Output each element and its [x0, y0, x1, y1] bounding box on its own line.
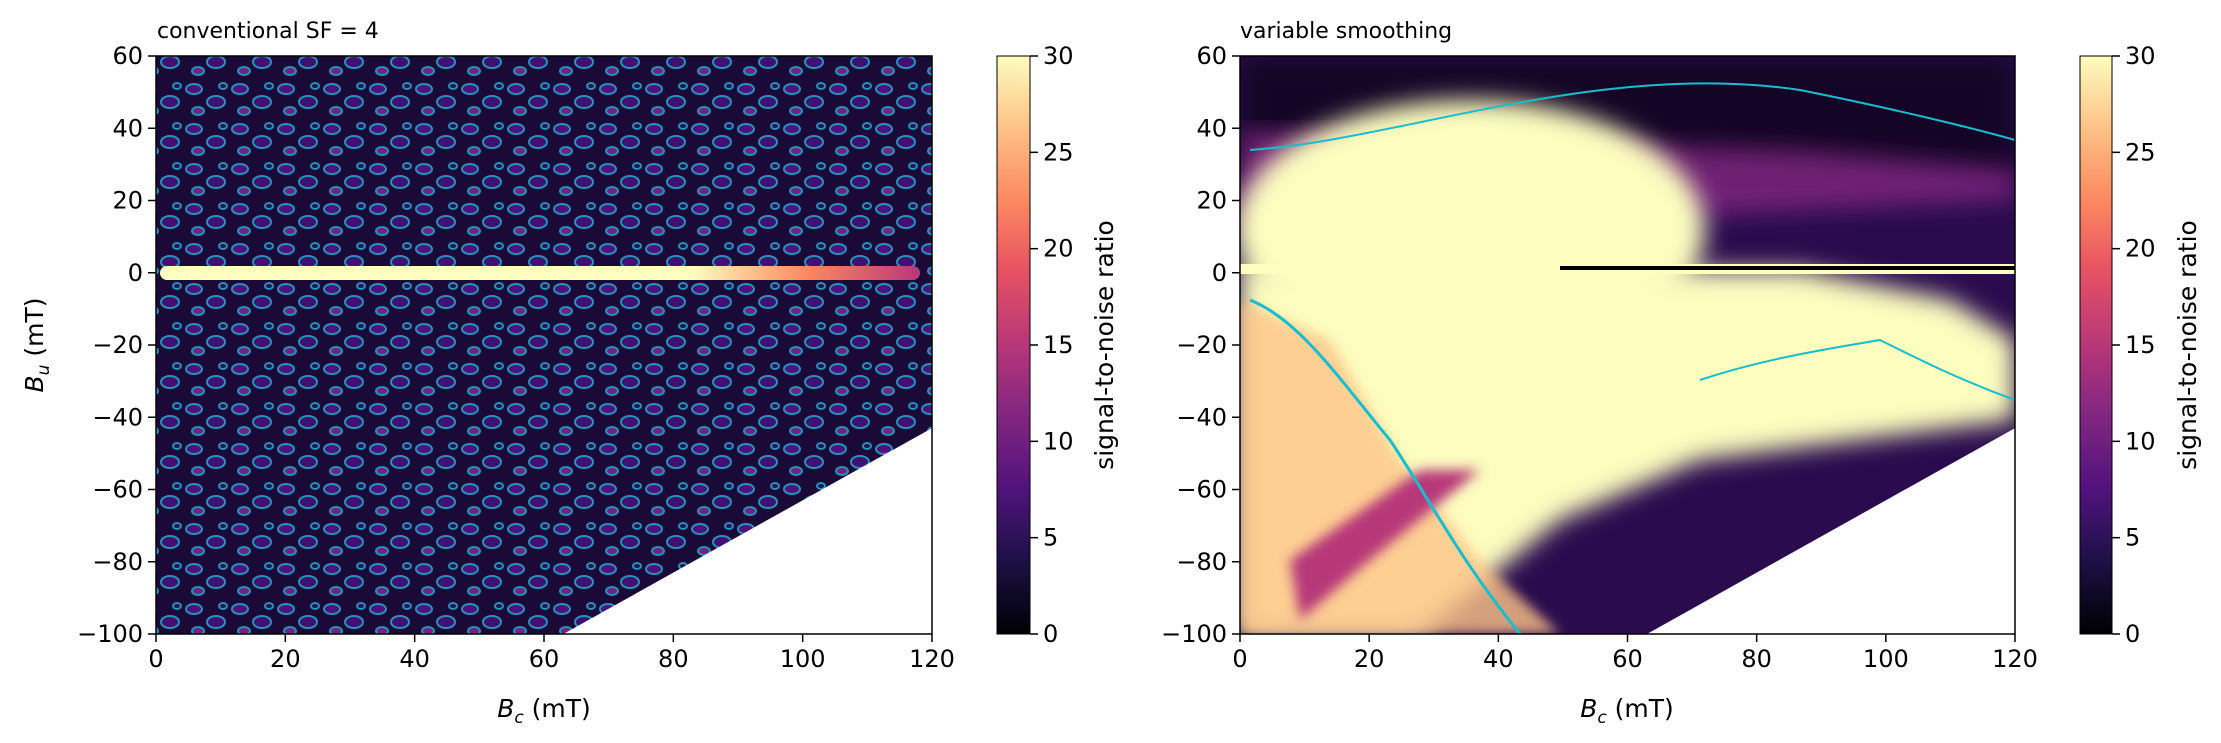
y-tick-label: 20	[112, 187, 143, 215]
heatmap-image	[156, 56, 932, 634]
colorbar-tick-label: 15	[2125, 331, 2156, 359]
x-tick-label: 0	[148, 645, 163, 673]
x-tick-label: 80	[658, 645, 689, 673]
colorbar	[996, 55, 1031, 635]
y-tick-label: −20	[1176, 331, 1227, 359]
axis-ticks: 0 20 40 60 80 100 120 60 40 20 0 −20 −40 −60 −80 −100	[77, 42, 955, 673]
x-tick-label: 120	[1992, 645, 2038, 673]
colorbar-label: signal-to-noise ratio	[2173, 220, 2202, 470]
x-tick-label: 20	[270, 645, 301, 673]
colorbar	[2079, 55, 2113, 635]
x-tick-label: 40	[399, 645, 430, 673]
y-tick-label: −40	[92, 403, 143, 431]
masked-region	[1646, 428, 2015, 634]
y-tick-label: 40	[112, 114, 143, 142]
colorbar-tick-label: 30	[1043, 42, 1074, 70]
colorbar-label: signal-to-noise ratio	[1090, 220, 1119, 470]
colorbar-tick-label: 30	[2125, 42, 2156, 70]
x-tick-label: 20	[1354, 645, 1385, 673]
colorbar-tick-label: 0	[2125, 620, 2140, 648]
heatmap-image	[1240, 56, 2015, 634]
y-tick-label: −20	[92, 331, 143, 359]
colorbar-tick-label: 10	[1043, 427, 1074, 455]
axis-ticks: 0 20 40 60 80 100 120 60 40 20 0 −20 −40 −60 −80 −100	[1161, 42, 2038, 673]
y-axis-label: Bu (mT)	[20, 297, 54, 392]
colorbar-tick-label: 5	[2125, 524, 2140, 552]
y-tick-label: 60	[1196, 42, 1227, 70]
x-tick-label: 120	[909, 645, 955, 673]
colorbar-tick-label: 0	[1043, 620, 1058, 648]
y-tick-label: 20	[1196, 187, 1227, 215]
panel-title: variable smoothing	[1240, 19, 1452, 44]
colorbar-ticks: 0 5 10 15 20 25 30	[1030, 42, 1074, 648]
y-tick-label: 0	[128, 259, 143, 287]
y-tick-label: 60	[112, 42, 143, 70]
colorbar-tick-label: 20	[2125, 235, 2156, 263]
x-tick-label: 40	[1483, 645, 1514, 673]
colorbar-tick-label: 25	[2125, 138, 2156, 166]
x-tick-label: 80	[1741, 645, 1772, 673]
masked-region	[563, 428, 932, 634]
y-tick-label: −40	[1176, 403, 1227, 431]
colorbar-tick-label: 10	[2125, 427, 2156, 455]
x-axis-label: Bc (mT)	[1580, 694, 1674, 728]
bright-band	[160, 266, 920, 280]
x-tick-label: 100	[1863, 645, 1909, 673]
x-tick-label: 60	[529, 645, 560, 673]
y-tick-label: 40	[1196, 114, 1227, 142]
colorbar-tick-label: 20	[1043, 235, 1074, 263]
y-tick-label: −80	[1176, 548, 1227, 576]
colorbar-tick-label: 15	[1043, 331, 1074, 359]
panel-variable-smoothing: variable smoothing 0 20 40 60 80 100 120604020…	[1161, 19, 2202, 728]
y-tick-label: −60	[1176, 476, 1227, 504]
y-tick-label: −80	[92, 548, 143, 576]
panel-title: conventional SF = 4	[157, 19, 379, 44]
y-tick-label: −100	[77, 620, 143, 648]
colorbar-tick-label: 5	[1043, 524, 1058, 552]
x-tick-label: 0	[1232, 645, 1247, 673]
x-axis-label: Bc (mT)	[497, 694, 591, 728]
x-tick-label: 100	[780, 645, 826, 673]
x-tick-label: 60	[1612, 645, 1643, 673]
y-tick-label: −100	[1161, 620, 1227, 648]
panel-conventional: conventional SF = 4 0 20 40 60 80 100 12060402…	[20, 19, 1119, 728]
colorbar-tick-label: 25	[1043, 138, 1074, 166]
y-tick-label: 0	[1212, 259, 1227, 287]
colorbar-ticks: 0 5 10 15 20 25 30	[2112, 42, 2156, 648]
y-tick-label: −60	[92, 476, 143, 504]
